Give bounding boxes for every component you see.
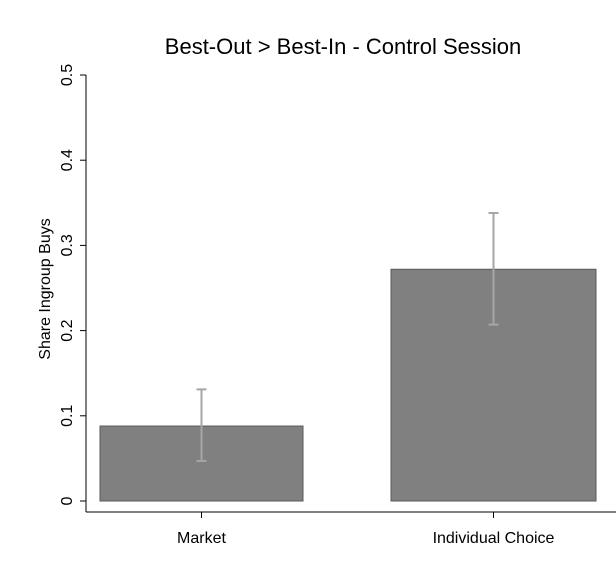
y-axis-label: Share Ingroup Buys — [37, 218, 54, 359]
x-axis: Market Individual Choice — [86, 511, 616, 547]
y-tick-label: 0.4 — [59, 149, 76, 171]
y-tick-label: 0.5 — [59, 64, 76, 86]
y-tick-label: 0.2 — [59, 319, 76, 341]
y-axis: 0 0.1 0.2 0.3 0.4 0.5 — [59, 64, 87, 512]
y-tick-label: 0 — [59, 496, 76, 505]
error-bars — [196, 212, 499, 462]
x-category-label: Individual Choice — [433, 530, 555, 547]
x-category-label: Market — [177, 530, 226, 547]
y-tick-label: 0.1 — [59, 405, 76, 427]
bars — [99, 268, 597, 502]
chart-title: Best-Out > Best-In - Control Session — [165, 34, 521, 59]
y-tick-label: 0.3 — [59, 234, 76, 256]
